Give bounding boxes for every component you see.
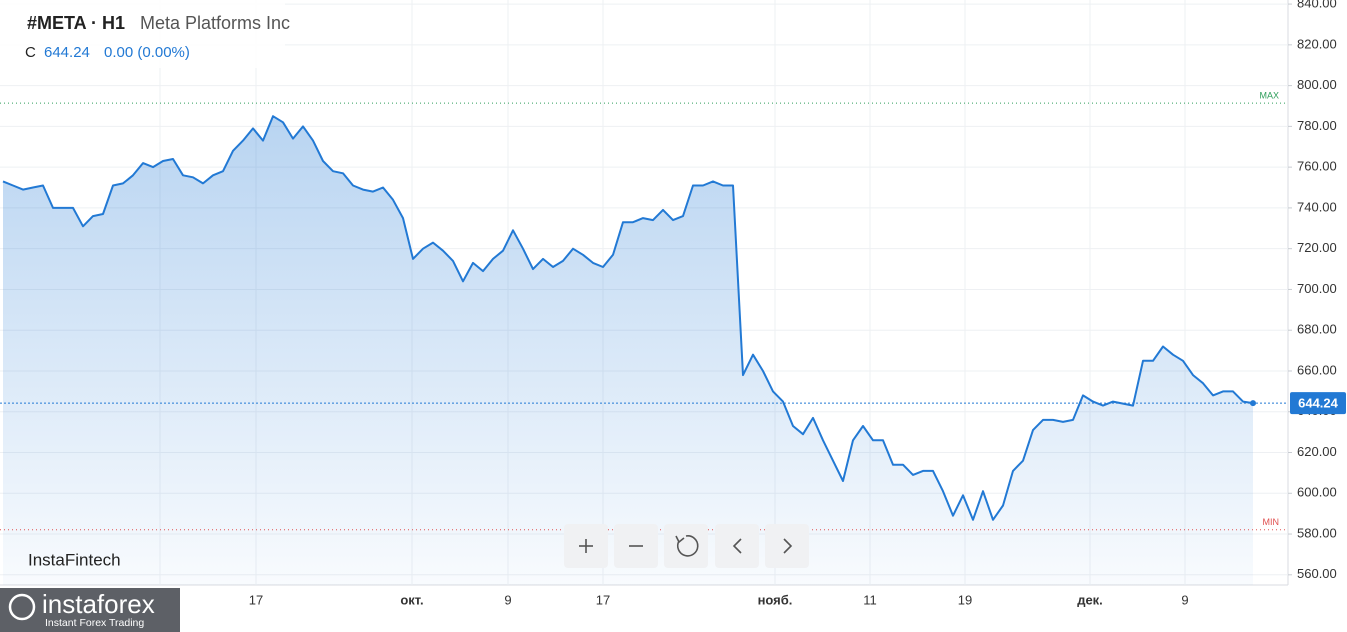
last-price-tag [1290,392,1346,415]
y-tick-label: 840.00 [1297,0,1337,11]
change: 0.00 (0.00%) [104,44,190,61]
zoom-in-button[interactable] [564,524,608,568]
y-tick-label: 680.00 [1297,322,1337,337]
y-tick-label: 780.00 [1297,118,1337,133]
y-tick-label: 580.00 [1297,525,1337,540]
last-price-dot [1250,400,1256,407]
reset-button[interactable] [664,524,708,568]
close-label: C [25,44,36,61]
instrument-name: Meta Platforms Inc [140,13,290,33]
x-tick-label: 9 [1181,592,1188,607]
y-tick-label: 660.00 [1297,362,1337,377]
x-tick-label: дек. [1077,592,1103,607]
last-price-label: 644.24 [1298,396,1339,411]
close-value: 644.24 [44,44,90,61]
y-tick-label: 800.00 [1297,77,1337,92]
area-fill [3,116,1253,585]
y-tick-label: 720.00 [1297,240,1337,255]
header-bg [0,0,285,68]
logo-brand: instaforex [42,589,155,619]
logo: instaforex Instant Forex Trading [0,588,180,632]
y-tick-label: 620.00 [1297,444,1337,459]
x-tick-label: 9 [504,592,511,607]
y-tick-label: 820.00 [1297,36,1337,51]
y-tick-label: 760.00 [1297,159,1337,174]
y-tick-label: 700.00 [1297,281,1337,296]
y-tick-label: 560.00 [1297,566,1337,581]
zoom-out-button[interactable] [614,524,658,568]
x-tick-label: 17 [249,592,263,607]
price-line [2,115,1254,521]
reference-label: MIN [1263,517,1280,527]
scroll-right-button[interactable] [765,524,809,568]
x-tick-label: 17 [596,592,610,607]
x-tick-label: 19 [958,592,972,607]
toolbar [564,524,809,568]
y-tick-label: 740.00 [1297,199,1337,214]
reference-label: MAX [1259,91,1279,101]
scroll-left-button[interactable] [715,524,759,568]
symbol: #META · H1 [27,13,125,33]
x-tick-label: окт. [400,592,423,607]
watermark: InstaFintech [28,550,121,569]
x-tick-label: 11 [863,592,877,607]
x-tick-label: нояб. [758,592,793,607]
y-tick-label: 600.00 [1297,485,1337,500]
logo-tagline: Instant Forex Trading [45,617,144,629]
